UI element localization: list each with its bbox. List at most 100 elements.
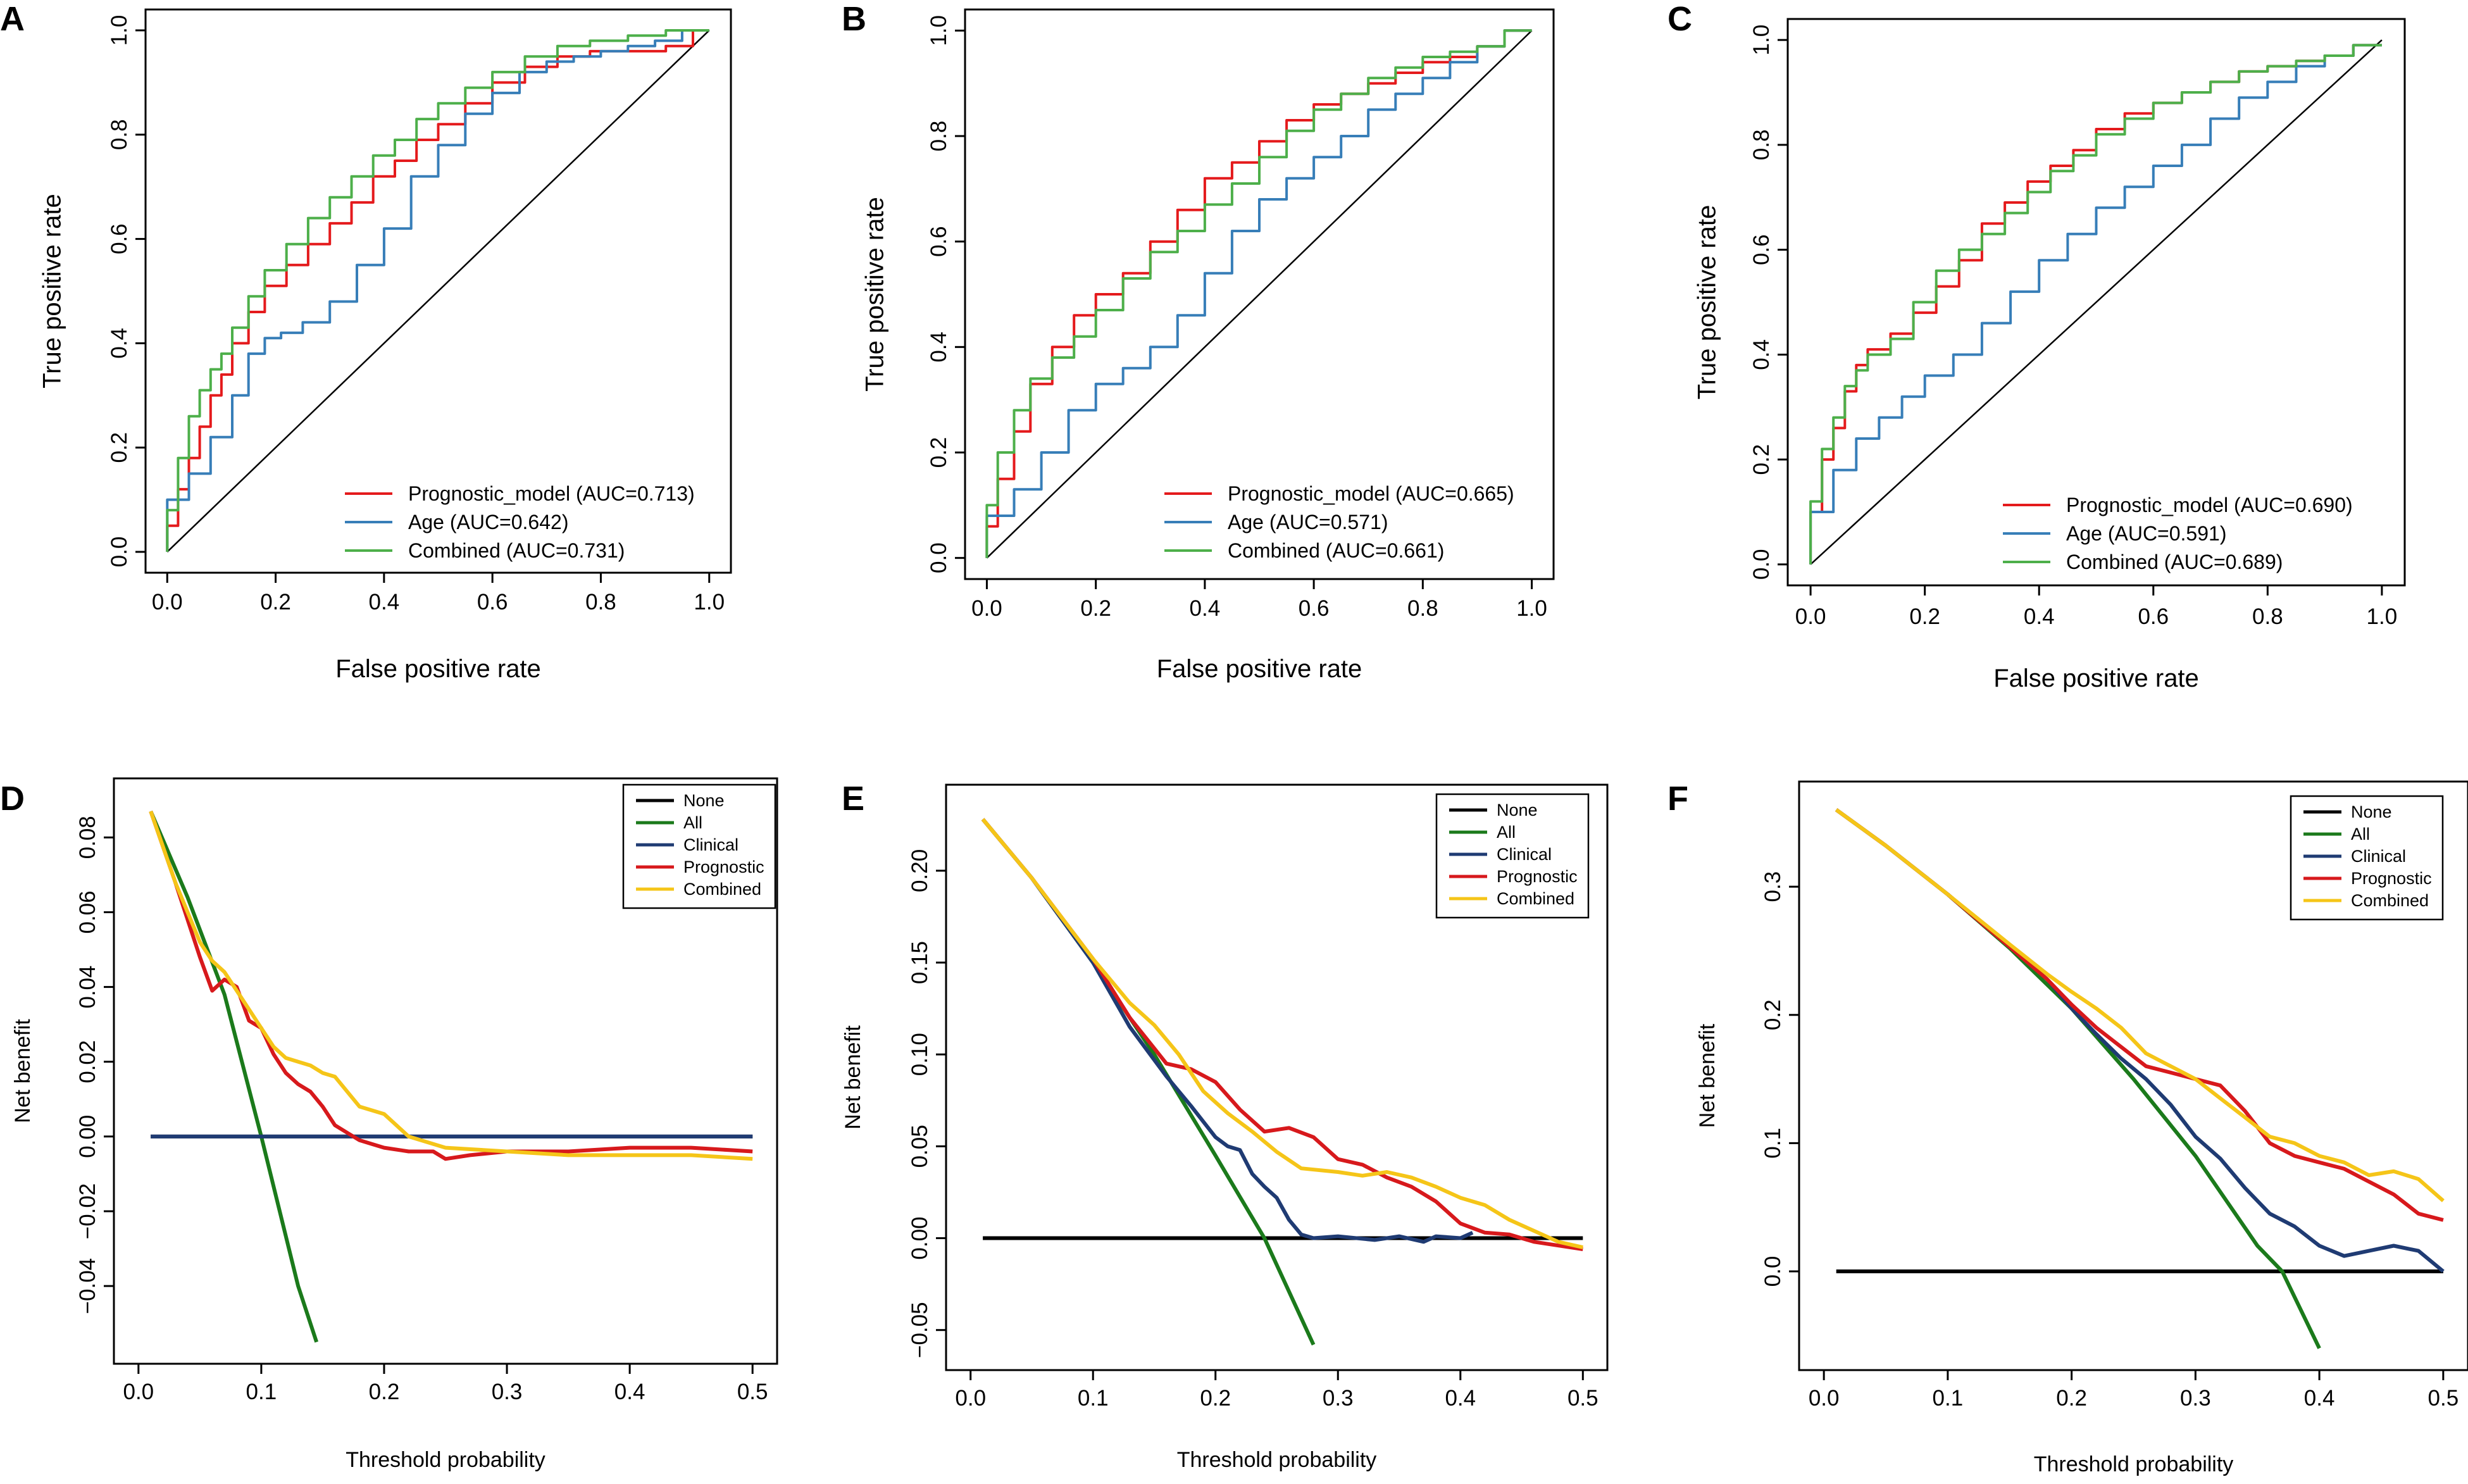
x-tick-label: 0.2 xyxy=(1200,1386,1231,1411)
y-tick-label: 0.4 xyxy=(926,332,951,363)
y-tick-label: 0.0 xyxy=(926,542,951,573)
y-tick-label: 0.06 xyxy=(75,890,100,933)
y-tick-label: −0.02 xyxy=(75,1183,100,1240)
x-axis-title: False positive rate xyxy=(1993,664,2199,692)
y-axis-title: True positive rate xyxy=(39,194,66,389)
x-tick-label: 0.2 xyxy=(1080,596,1111,621)
plot-area-e xyxy=(981,818,1583,1346)
panel-letter-b: B xyxy=(842,0,866,38)
plot-frame-a xyxy=(144,8,732,574)
plot-frame-d xyxy=(113,777,778,1365)
x-tick-label: 0.3 xyxy=(2180,1386,2211,1411)
y-tick-label: 0.1 xyxy=(1761,1128,1785,1159)
legend-label: Age (AUC=0.642) xyxy=(408,511,568,533)
x-tick-label: 0.5 xyxy=(1567,1386,1599,1411)
x-tick-label: 1.0 xyxy=(1516,596,1547,621)
legend-label: Combined xyxy=(683,880,761,899)
y-tick-label: 0.2 xyxy=(1749,444,1774,475)
panel-letter-c: C xyxy=(1667,0,1692,38)
y-tick-label: 0.04 xyxy=(75,966,100,1009)
plot-area-a xyxy=(166,29,710,552)
series-line-all xyxy=(1835,808,2321,1349)
panel-f: F 0.0 0.1 0.2 0.3 0.4 0.5 0.0 0.1 0.2 0.3 Threshold… xyxy=(1667,780,2468,1476)
panel-letter-e: E xyxy=(842,780,864,818)
legend-label: Prognostic xyxy=(683,857,764,876)
x-tick-label: 0.0 xyxy=(955,1386,986,1411)
series-line-combined xyxy=(166,29,709,552)
series-line-all xyxy=(981,818,1316,1346)
y-tick-label: 0.05 xyxy=(907,1125,932,1168)
y-tick-label: 0.15 xyxy=(907,941,932,984)
x-tick-label: 0.4 xyxy=(2024,604,2055,629)
legend-label: Prognostic_model (AUC=0.665) xyxy=(1228,482,1514,505)
x-tick-label: 0.6 xyxy=(2138,604,2169,629)
legend-label: None xyxy=(683,791,725,810)
legend-label: Combined (AUC=0.661) xyxy=(1228,539,1444,562)
x-tick-label: 0.3 xyxy=(1323,1386,1354,1411)
panel-letter-d: D xyxy=(0,780,25,818)
x-tick-label: 0.1 xyxy=(246,1380,277,1404)
plot-area-b xyxy=(985,29,1533,559)
y-tick-label: 1.0 xyxy=(926,15,951,46)
x-tick-label: 0.2 xyxy=(260,590,291,614)
diagonal-reference-line xyxy=(1810,39,2383,565)
legend-label: Prognostic_model (AUC=0.713) xyxy=(408,482,695,505)
panel-a: A 0.0 0.2 0.4 0.6 0.8 1.0 0.0 0.2 0.4 0.6 0.8 1.0 Fal… xyxy=(0,0,732,683)
legend-label: Prognostic_model (AUC=0.690) xyxy=(2066,494,2353,516)
y-axis-title: Net benefit xyxy=(841,1025,865,1130)
series-line-prognostic-model xyxy=(166,29,709,552)
y-tick-label: 0.6 xyxy=(1749,234,1774,265)
legend-label: None xyxy=(2351,802,2392,821)
x-tick-label: 0.1 xyxy=(1933,1386,1964,1411)
legend-label: Combined xyxy=(1497,889,1574,908)
legend-label: Combined (AUC=0.689) xyxy=(2066,551,2283,573)
panel-letter-a: A xyxy=(0,0,25,38)
y-tick-label: 0.00 xyxy=(75,1115,100,1158)
x-tick-label: 0.4 xyxy=(1190,596,1221,621)
x-tick-label: 0.3 xyxy=(492,1380,523,1404)
y-tick-label: 1.0 xyxy=(107,15,132,46)
x-tick-label: 0.0 xyxy=(123,1380,154,1404)
plot-frame-e xyxy=(945,783,1609,1371)
x-tick-label: 0.1 xyxy=(1078,1386,1109,1411)
y-axis-title: Net benefit xyxy=(1695,1023,1719,1128)
x-tick-label: 0.0 xyxy=(1795,604,1826,629)
legend-label: Clinical xyxy=(1497,845,1552,864)
y-tick-label: 0.02 xyxy=(75,1040,100,1083)
x-axis-title: Threshold probability xyxy=(1177,1448,1377,1472)
x-axis-title: False positive rate xyxy=(335,655,541,683)
y-tick-label: −0.05 xyxy=(907,1302,932,1358)
y-tick-label: 0.2 xyxy=(926,437,951,468)
x-tick-label: 0.4 xyxy=(369,590,400,614)
x-tick-label: 0.0 xyxy=(1809,1386,1840,1411)
diagonal-reference-line xyxy=(986,30,1533,559)
plot-frame-c xyxy=(1786,18,2406,587)
y-tick-label: 0.2 xyxy=(107,432,132,463)
x-tick-label: 0.4 xyxy=(2304,1386,2335,1411)
panel-e: E 0.0 0.1 0.2 0.3 0.4 0.5 −0.05 0.00 0.05 0.10 0.15… xyxy=(841,780,1609,1472)
x-tick-label: 0.8 xyxy=(2252,604,2283,629)
x-tick-label: 0.6 xyxy=(477,590,508,614)
legend-f: None All Clinical Prognostic Combined xyxy=(2290,795,2444,921)
x-tick-label: 0.2 xyxy=(2056,1386,2087,1411)
legend-a: Prognostic_model (AUC=0.713) Age (AUC=0.6… xyxy=(345,482,695,562)
x-tick-label: 0.6 xyxy=(1299,596,1330,621)
legend-label: None xyxy=(1497,801,1538,820)
legend-b: Prognostic_model (AUC=0.665) Age (AUC=0.5… xyxy=(1164,482,1514,562)
legend-label: Prognostic xyxy=(2351,869,2432,888)
series-line-combined xyxy=(985,29,1532,558)
legend-label: Clinical xyxy=(2351,847,2406,866)
x-tick-label: 0.0 xyxy=(971,596,1002,621)
legend-label: All xyxy=(1497,823,1516,842)
y-tick-label: 0.6 xyxy=(926,226,951,257)
y-tick-label: 0.08 xyxy=(75,816,100,859)
y-tick-label: 0.8 xyxy=(107,119,132,150)
legend-d: None All Clinical Prognostic Combined xyxy=(622,783,776,909)
x-axis-title: Threshold probability xyxy=(2034,1452,2234,1476)
legend-e: None All Clinical Prognostic Combined xyxy=(1435,793,1590,919)
plot-area-f xyxy=(1835,808,2445,1349)
legend-label: All xyxy=(2351,825,2370,844)
diagonal-reference-line xyxy=(166,30,710,552)
y-tick-label: 0.3 xyxy=(1761,871,1785,902)
series-line-prognostic xyxy=(149,811,753,1161)
